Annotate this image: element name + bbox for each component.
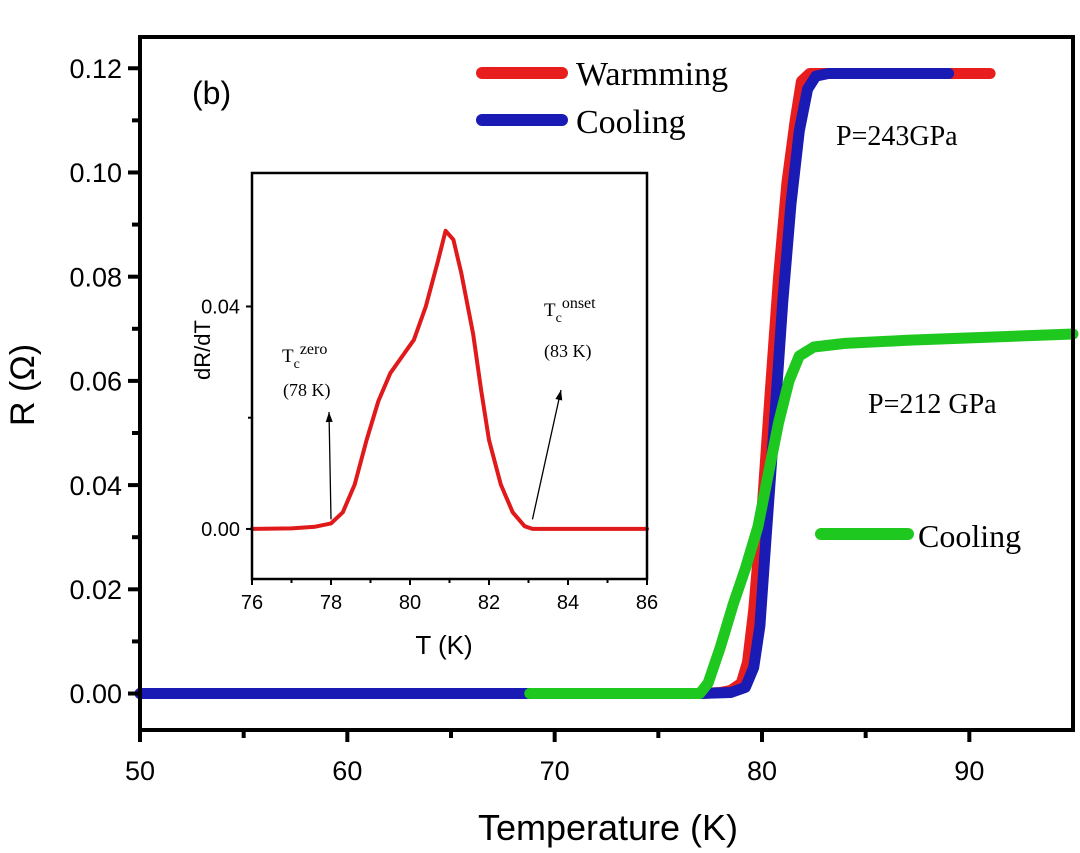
main-x-axis: 50 60 70 80 90 <box>125 730 984 786</box>
tc-zero-arrow <box>328 411 332 520</box>
main-x-tick-label: 70 <box>540 756 570 786</box>
main-y-axis: 0.00 0.02 0.04 0.06 0.08 0.10 0.12 <box>69 54 140 709</box>
tc-onset-label: Tconset <box>544 295 596 326</box>
inset-x-tick-label: 86 <box>636 592 658 614</box>
legend-label-warmming: Warmming <box>576 56 728 93</box>
main-y-tick-label: 0.10 <box>69 158 122 188</box>
inset-x-tick-label: 84 <box>557 592 579 614</box>
main-plot-frame <box>138 35 1075 732</box>
inset-x-tick-label: 78 <box>320 592 342 614</box>
legend-entry-cooling: Cooling <box>476 104 686 141</box>
annotation-p212: P=212 GPa <box>868 389 997 420</box>
tc-onset-arrow <box>531 389 562 520</box>
tc-zero-label: Tczero <box>282 341 327 372</box>
main-y-tick-label: 0.04 <box>69 471 122 501</box>
main-x-tick-label: 90 <box>954 756 984 786</box>
main-x-tick-label: 50 <box>125 756 155 786</box>
main-y-tick-label: 0.02 <box>69 575 122 605</box>
inset-series-group <box>250 228 649 531</box>
annotation-p243: P=243GPa <box>836 121 958 152</box>
tc-zero-value: (78 K) <box>283 380 331 401</box>
legend: Warmming Cooling <box>476 56 728 141</box>
main-y-tick-label: 0.08 <box>69 262 122 292</box>
inset-y-axis-label: dR/dT <box>190 320 215 380</box>
inset-y-tick-label: 0.00 <box>201 519 240 541</box>
main-y-axis-label: R (Ω) <box>4 344 42 426</box>
inset-y-axis: 0.00 0.04 <box>201 297 252 541</box>
legend-entry-warmming: Warmming <box>476 56 728 93</box>
main-x-axis-label: Temperature (K) <box>478 807 738 848</box>
inset-x-tick-label: 82 <box>478 592 500 614</box>
tc-onset-value: (83 K) <box>544 341 592 362</box>
main-x-tick-label: 80 <box>747 756 777 786</box>
inset-x-axis: 76 78 80 82 84 86 <box>241 579 658 614</box>
annotation-tc-onset: Tconset (83 K) <box>531 295 596 520</box>
legend-label-cooling: Cooling <box>576 104 686 141</box>
tc-onset-arrowhead <box>555 390 563 401</box>
inset-plot: 76 78 80 82 84 86 0.00 0.04 T (K) dR/dT Tczero… <box>190 171 658 660</box>
panel-label: (b) <box>192 75 231 111</box>
inset-x-axis-label: T (K) <box>415 630 472 660</box>
main-series-group <box>134 68 1079 699</box>
main-x-tick-label: 60 <box>332 756 362 786</box>
legend-entry-green-cooling: Cooling <box>815 518 1021 554</box>
main-y-tick-label: 0.12 <box>69 54 122 84</box>
inset-background <box>252 173 648 579</box>
main-y-tick-label: 0.00 <box>69 679 122 709</box>
inset-x-tick-label: 80 <box>399 592 421 614</box>
inset-y-tick-label: 0.04 <box>201 297 240 319</box>
inset-series-line-0 <box>250 228 649 531</box>
legend-label-green-cooling: Cooling <box>918 518 1021 554</box>
inset-x-tick-label: 76 <box>241 592 263 614</box>
main-series-line-2 <box>524 328 1079 699</box>
tc-zero-arrowhead <box>325 412 333 423</box>
annotation-tc-zero: Tczero (78 K) <box>282 341 333 520</box>
main-y-tick-label: 0.06 <box>69 367 122 397</box>
